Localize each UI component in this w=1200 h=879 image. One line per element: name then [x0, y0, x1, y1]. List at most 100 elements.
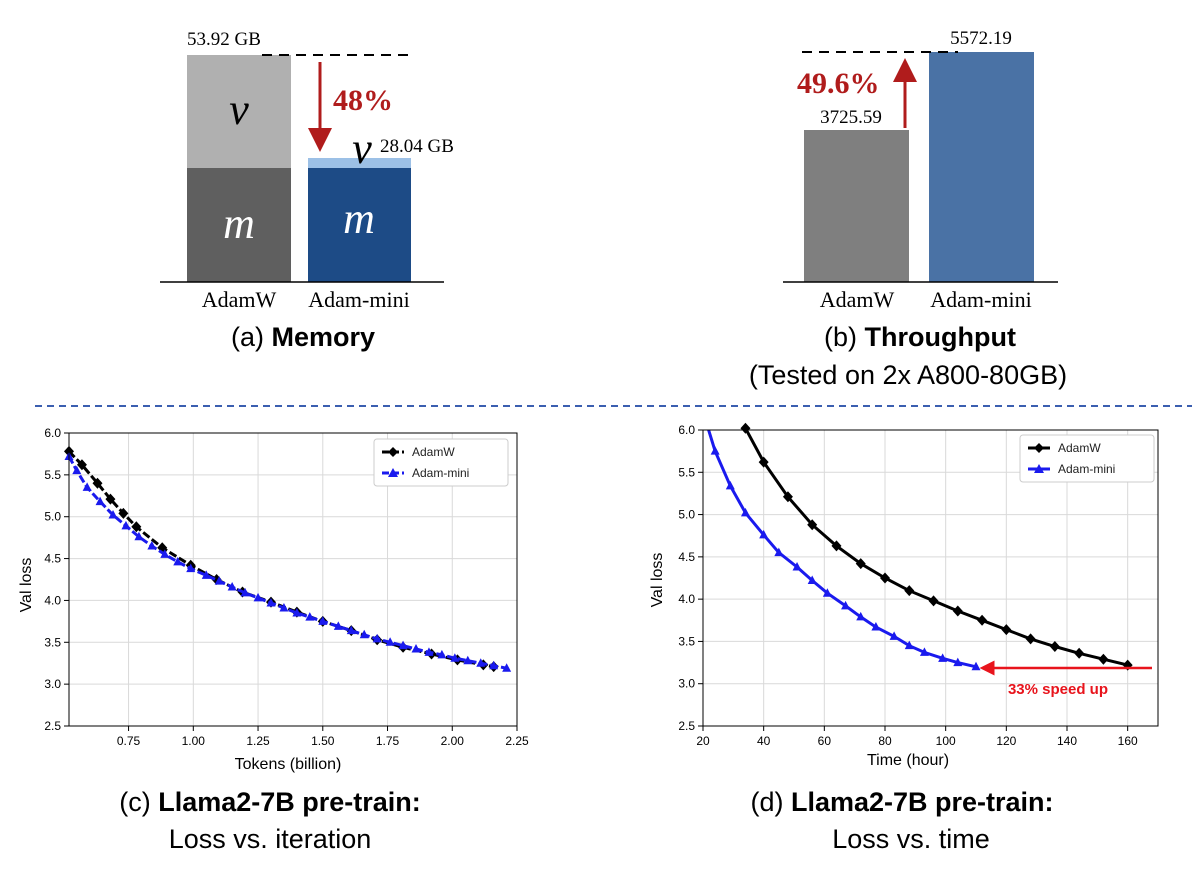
loss-vs-tokens-caption-sub: Loss vs. iteration	[169, 824, 372, 854]
tick-label-y-4: 4.5	[44, 552, 61, 566]
point-adam-mini-15	[253, 592, 263, 602]
point-adamw-6	[880, 572, 890, 584]
adam-mini-throughput-label: 5572.19	[950, 28, 1012, 49]
point-adamw-2	[782, 491, 793, 503]
point-adamw-14	[1074, 647, 1085, 659]
point-adam-mini-14	[240, 587, 250, 597]
legend-c: AdamW Adam-mini	[373, 438, 509, 487]
point-adam-mini-16	[266, 597, 276, 607]
tick-label-y-7: 6.0	[44, 426, 61, 440]
loss-vs-tokens-plot: 0.75 1.00 1.25 1.50 1.75 2.00 2.25 2.5 3.0 3.5 4.0…	[44, 426, 529, 748]
point-adam-mini-10	[186, 563, 196, 573]
point-adam-mini-28	[424, 647, 434, 656]
loss-vs-time-caption-sub: Loss vs. time	[832, 824, 990, 854]
tick-label-x-1: 1.00	[182, 734, 206, 748]
throughput-increase-label: 49.6%	[797, 67, 880, 100]
point-adam-mini-15	[938, 653, 948, 662]
point-adam-mini-4	[108, 510, 118, 519]
point-adam-mini-11	[871, 622, 881, 631]
point-adamw-0	[740, 422, 751, 434]
point-adam-mini-17	[279, 602, 289, 612]
loss-vs-tokens-panel: 0.75 1.00 1.25 1.50 1.75 2.00 2.25 2.5 3.0 3.5 4.0…	[18, 426, 529, 854]
point-adam-mini-12	[889, 631, 899, 640]
point-adam-mini-10	[856, 611, 866, 621]
legend-d-adam-mini-marker	[1034, 464, 1044, 473]
loss-vs-time-ylabel: Val loss	[649, 553, 666, 608]
tick-label-y-1: 3.0	[44, 677, 61, 691]
point-adamw-5	[131, 521, 142, 533]
series-line-adam-mini	[69, 455, 507, 670]
tick-label-x-7: 160	[1118, 734, 1138, 748]
loss-vs-time-panel: 20 40 60 80 100 120 140 160 2.5 3.0 3.5 4.0 4.5 5.0 5.…	[649, 422, 1159, 854]
point-adam-mini-29	[437, 649, 447, 659]
adam-mini-m-label: m	[343, 194, 375, 243]
throughput-category-adamw: AdamW	[820, 287, 895, 312]
point-adamw-8	[928, 595, 939, 607]
throughput-panel: 3725.59 5572.19 49.6% AdamW Adam-mini (b…	[749, 28, 1067, 390]
legend-d-frame	[1019, 434, 1155, 483]
legend-d: AdamW Adam-mini	[1019, 434, 1155, 483]
tick-label-x-2: 1.25	[246, 734, 270, 748]
point-adam-mini-6	[792, 562, 802, 571]
point-adamw-5	[855, 558, 866, 570]
adam-mini-v-label: v	[352, 124, 372, 173]
point-adam-mini-31	[463, 655, 473, 665]
point-adamw-9	[952, 605, 963, 617]
tick-label-x-4: 1.75	[376, 734, 400, 748]
point-adam-mini-13	[227, 582, 237, 591]
legend-d-adamw-label: AdamW	[1058, 441, 1101, 455]
point-adam-mini-5	[121, 520, 131, 530]
point-adam-mini-21	[333, 621, 343, 630]
point-adam-mini-5	[774, 547, 784, 557]
tick-label-x-5: 120	[996, 734, 1016, 748]
tick-label-y-7: 6.0	[678, 423, 695, 437]
loss-vs-tokens-caption: (c) Llama2-7B pre-train:	[119, 787, 421, 817]
adam-mini-v-bar	[308, 158, 411, 168]
adamw-m-bar	[187, 168, 291, 282]
tick-label-y-3: 4.0	[44, 593, 61, 607]
point-adam-mini-8	[822, 588, 832, 597]
adam-mini-throughput-bar	[929, 52, 1034, 282]
adamw-v-label: v	[229, 85, 249, 134]
point-adam-mini-3	[740, 507, 750, 517]
series-line-adam-mini	[707, 430, 977, 669]
legend-c-adam-mini-marker	[388, 468, 398, 477]
point-adam-mini-25	[385, 637, 395, 646]
tick-label-y-5: 5.0	[44, 510, 61, 524]
point-adam-mini-9	[841, 600, 851, 610]
point-adam-mini-32	[476, 658, 486, 667]
loss-vs-tokens-ylabel: Val loss	[18, 558, 35, 613]
point-adam-mini-19	[305, 612, 315, 621]
point-adam-mini-2	[82, 482, 92, 491]
throughput-category-adam-mini: Adam-mini	[930, 287, 1031, 312]
point-adamw-13	[1049, 641, 1060, 653]
tick-label-y-6: 5.5	[678, 465, 695, 479]
point-adam-mini-14	[919, 647, 929, 656]
tick-label-y-4: 4.5	[678, 550, 695, 564]
point-adamw-1	[758, 456, 769, 468]
point-adam-mini-22	[346, 625, 356, 635]
point-adam-mini-30	[450, 653, 460, 662]
point-adam-mini-6	[134, 531, 144, 541]
tick-label-y-3: 4.0	[678, 592, 695, 606]
adamw-v-bar	[187, 55, 291, 168]
tick-label-x-4: 100	[936, 734, 956, 748]
point-adam-mini-9	[173, 556, 183, 566]
throughput-caption: (b) Throughput	[824, 322, 1016, 352]
tick-label-x-2: 60	[818, 734, 832, 748]
loss-vs-time-plot: 20 40 60 80 100 120 140 160 2.5 3.0 3.5 4.0 4.5 5.0 5.…	[678, 422, 1159, 748]
tick-label-x-3: 80	[878, 734, 892, 748]
tick-label-y-0: 2.5	[44, 719, 61, 733]
point-adam-mini-27	[411, 643, 421, 653]
legend-d-adamw-marker	[1034, 443, 1044, 453]
point-adamw-3	[105, 493, 116, 505]
plot-frame	[68, 432, 518, 727]
point-adam-mini-33	[489, 660, 499, 670]
point-adamw-11	[1001, 624, 1012, 636]
point-adamw-3	[807, 519, 818, 531]
adamw-throughput-label: 3725.59	[820, 107, 882, 128]
tick-label-y-2: 3.5	[44, 635, 61, 649]
point-adamw-15	[1098, 653, 1109, 665]
tick-label-x-0: 0.75	[117, 734, 141, 748]
